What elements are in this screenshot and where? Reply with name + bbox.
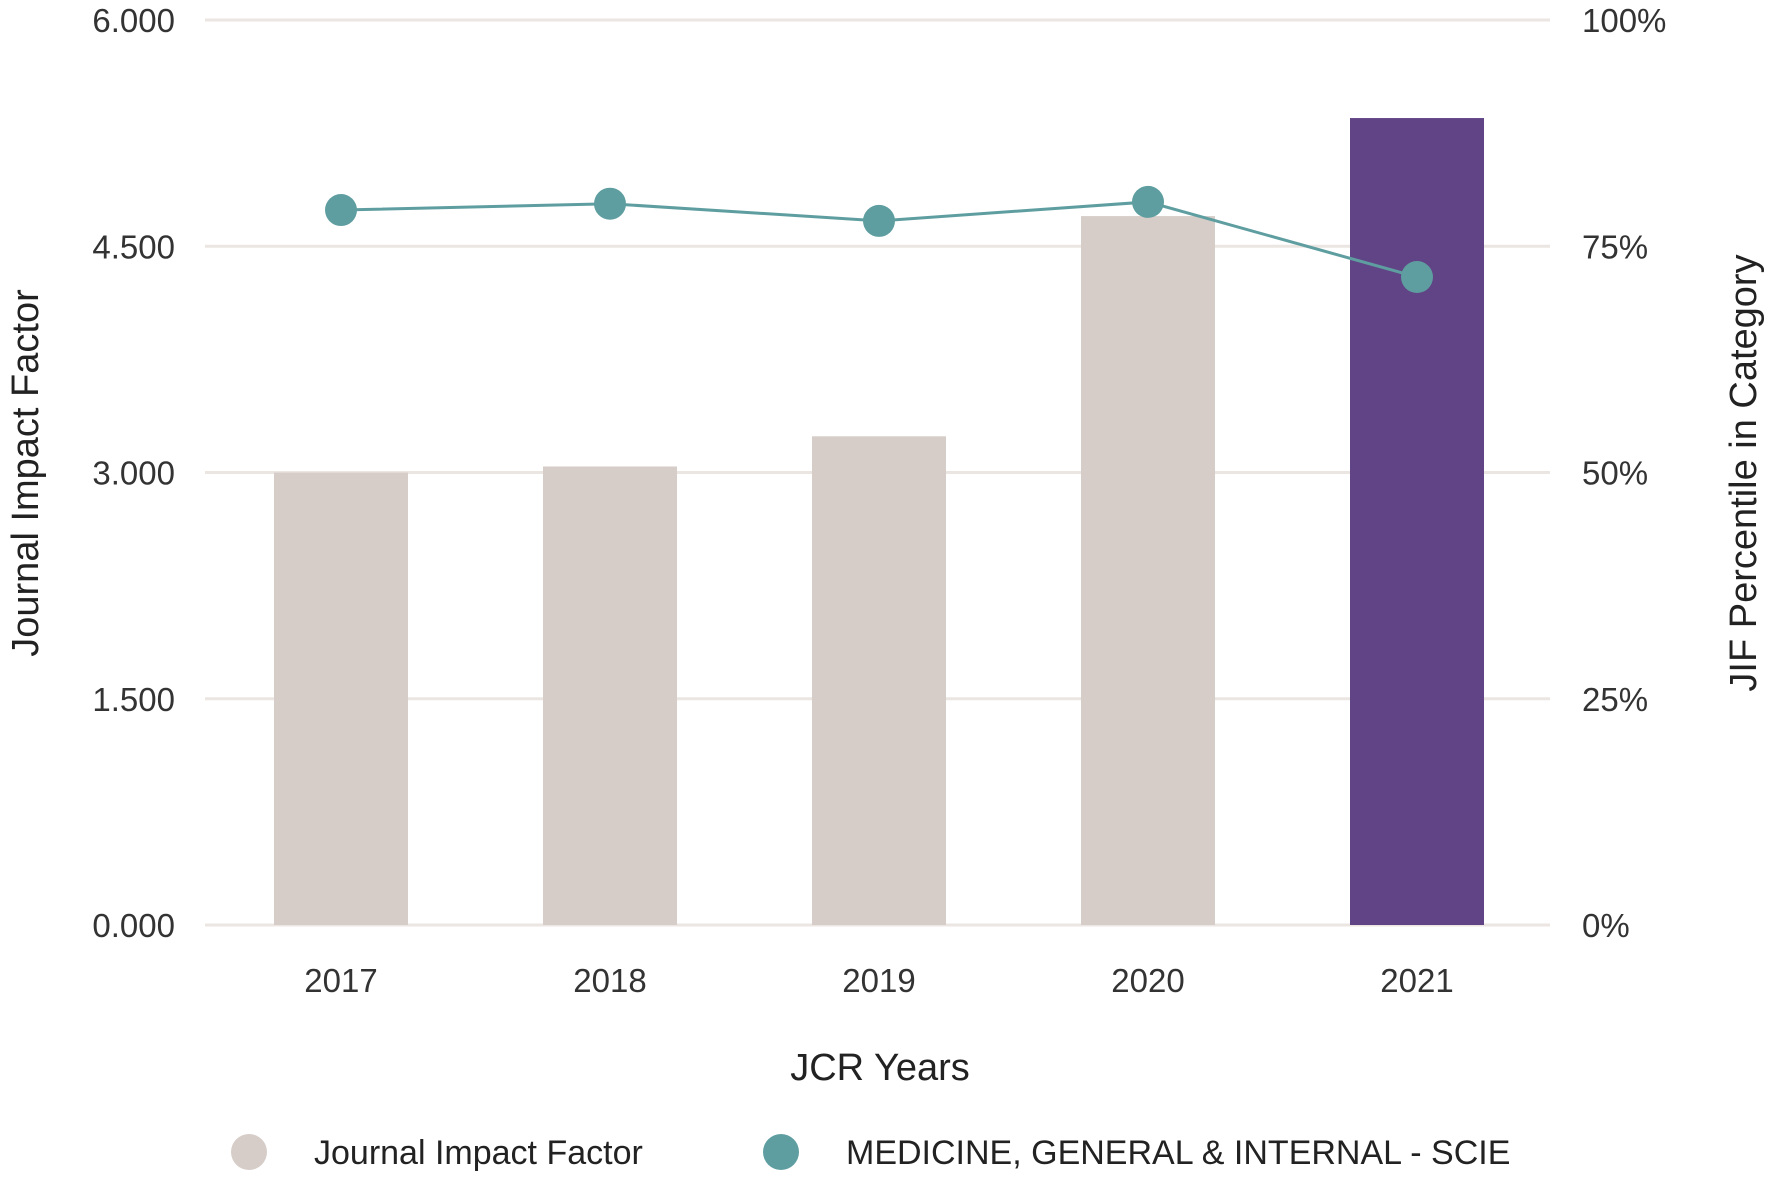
- percentile-points: [325, 185, 1433, 294]
- bar-2017: [274, 472, 408, 925]
- y-tick-label: 6.000: [92, 2, 175, 39]
- y-tick-label: 3.000: [92, 455, 175, 492]
- bar-2019: [812, 436, 946, 925]
- percentile-point-2019: [863, 204, 895, 237]
- x-tick-label: 2019: [842, 962, 915, 999]
- legend-label-jif: Journal Impact Factor: [314, 1134, 643, 1172]
- y2-tick-label: 0%: [1582, 907, 1630, 944]
- bars: [274, 118, 1484, 926]
- percentile-point-2020: [1132, 185, 1164, 218]
- legend-swatch-jif: [231, 1134, 267, 1170]
- y2-tick-label: 50%: [1582, 455, 1648, 492]
- y-tick-label: 0.000: [92, 907, 175, 944]
- y2-tick-label: 25%: [1582, 681, 1648, 718]
- bar-2020: [1081, 216, 1215, 926]
- percentile-point-2021: [1401, 261, 1433, 294]
- percentile-point-2018: [594, 187, 626, 220]
- bar-2018: [543, 466, 677, 925]
- x-tick-label: 2018: [573, 962, 646, 999]
- percentile-point-2017: [325, 194, 357, 227]
- y2-tick-label: 100%: [1582, 2, 1666, 39]
- x-axis-title: JCR Years: [790, 1047, 970, 1089]
- y-tick-label: 4.500: [92, 228, 175, 265]
- y-tick-label: 1.500: [92, 681, 175, 718]
- x-axis-ticks: 2017 2018 2019 2020 2021: [304, 962, 1453, 999]
- x-tick-label: 2017: [304, 962, 377, 999]
- bar-2021: [1350, 118, 1484, 925]
- legend-swatch-percentile: [763, 1134, 799, 1170]
- x-tick-label: 2020: [1111, 962, 1184, 999]
- left-axis-title: Journal Impact Factor: [5, 289, 47, 657]
- legend: Journal Impact Factor MEDICINE, GENERAL …: [231, 1134, 1510, 1172]
- right-axis-title: JIF Percentile in Category: [1723, 254, 1765, 691]
- right-axis-ticks: 0% 25% 50% 75% 100%: [1582, 2, 1666, 944]
- y2-tick-label: 75%: [1582, 228, 1648, 265]
- x-tick-label: 2021: [1380, 962, 1453, 999]
- legend-label-percentile: MEDICINE, GENERAL & INTERNAL - SCIE: [846, 1134, 1510, 1172]
- left-axis-ticks: 0.000 1.500 3.000 4.500 6.000: [92, 2, 175, 944]
